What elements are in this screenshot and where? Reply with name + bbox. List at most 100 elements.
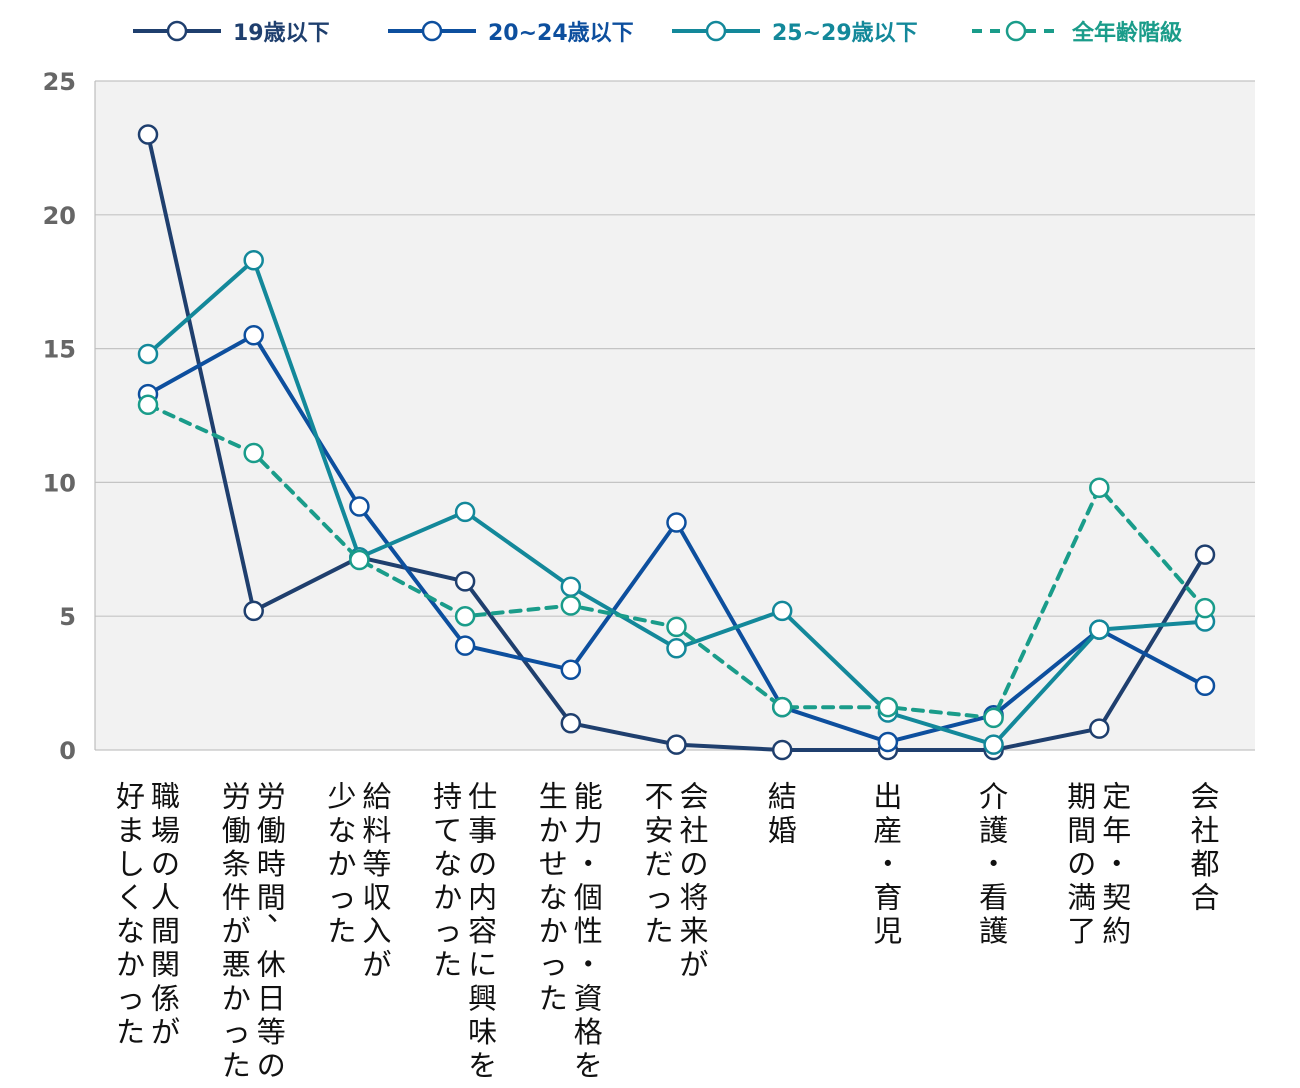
x-tick-char: の [151, 847, 180, 881]
x-tick-char: 休 [257, 948, 286, 982]
x-tick-char: 事 [468, 813, 497, 847]
y-axis: 0 5 10 15 20 25 [43, 68, 96, 765]
legend-marker [705, 20, 727, 42]
x-tick-char: 会 [679, 780, 708, 814]
x-tick-char: 社 [1190, 813, 1219, 847]
data-point [666, 616, 687, 638]
x-tick-char: 個 [574, 880, 603, 914]
x-tick-char: 間 [257, 880, 286, 914]
x-tick-char: っ [539, 948, 568, 982]
data-point [877, 696, 899, 718]
series-3 [137, 394, 1216, 729]
x-tick-char: 満 [1067, 880, 1096, 914]
x-tick-char: か [116, 948, 145, 982]
x-tick-char: 不 [644, 780, 673, 814]
data-point [666, 734, 687, 755]
data-point [666, 638, 687, 659]
data-point [560, 595, 582, 616]
x-tick-char: 資 [574, 981, 603, 1015]
legend-label: 25~29歳以下 [772, 21, 918, 46]
data-point [454, 571, 476, 592]
x-tick-char: ・ [574, 948, 603, 982]
x-tick-char: が [679, 948, 708, 982]
x-tick-char: 力 [574, 813, 603, 847]
x-tick-char: 労 [222, 780, 251, 814]
x-tick-char: く [116, 880, 145, 914]
x-tick-char: 安 [644, 813, 673, 847]
x-tick-char: 年 [1102, 813, 1131, 847]
data-point [771, 696, 793, 718]
data-point [1089, 718, 1110, 739]
x-tick-char: 料 [362, 813, 391, 847]
x-tick-char: 収 [362, 880, 391, 914]
x-tick-char: 味 [468, 1015, 497, 1049]
data-point [137, 124, 159, 145]
x-tick-char: か [539, 914, 568, 948]
data-point [243, 324, 264, 346]
data-point [137, 343, 159, 365]
x-tick-char: を [468, 1048, 497, 1082]
x-tick-char: っ [116, 981, 145, 1015]
legend-item: 全年齢階級 [972, 20, 1182, 46]
x-tick-char: 育 [873, 880, 902, 914]
x-tick-char: ま [116, 813, 145, 847]
x-tick-char: な [116, 914, 145, 948]
legend-item: 20~24歳以下 [388, 20, 634, 46]
x-tick-char: 入 [362, 914, 391, 948]
legend-item: 25~29歳以下 [672, 20, 918, 46]
x-tick-char: 性 [574, 914, 603, 948]
x-tick-char: 職 [151, 780, 180, 814]
data-point [1089, 477, 1110, 499]
x-tick-char: て [433, 813, 462, 847]
x-tick-char: 児 [873, 914, 902, 948]
x-tick-char: 将 [679, 880, 708, 914]
x-tick-char: 産 [873, 813, 902, 847]
x-tick-char: 出 [873, 780, 902, 814]
y-tick-label: 10 [43, 469, 76, 497]
y-tick-label: 15 [43, 336, 76, 364]
x-tick-char: 定 [1102, 780, 1131, 814]
x-tick-char: の [468, 847, 497, 881]
y-tick-label: 25 [43, 68, 76, 96]
x-tick-char: 、 [267, 893, 296, 927]
x-tick-char: 日 [257, 981, 286, 1015]
x-tick-char: 介 [979, 780, 1008, 814]
x-tick-char: が [151, 1015, 180, 1049]
x-tick-char: た [222, 1048, 251, 1082]
x-category-label: 結婚 [768, 780, 797, 848]
data-point [137, 394, 159, 416]
x-tick-char: 生 [539, 780, 568, 814]
x-tick-char: た [539, 981, 568, 1015]
x-tick-char: ・ [979, 847, 1008, 881]
x-tick-char: せ [539, 847, 568, 881]
x-tick-char: な [327, 813, 356, 847]
x-tick-char: 約 [1102, 914, 1131, 948]
x-tick-char: な [539, 880, 568, 914]
x-tick-char: 間 [1067, 813, 1096, 847]
x-axis: 職場の人間関係が好ましくなかった労働時間、休日等の労働条件が悪かった給料等収入が… [116, 780, 1220, 1083]
x-category-label: 出産・育児 [873, 780, 902, 948]
data-point [1194, 597, 1216, 619]
x-tick-char: 人 [151, 880, 180, 914]
x-tick-char: を [574, 1048, 603, 1082]
x-tick-char: か [539, 813, 568, 847]
x-tick-char: 持 [433, 780, 462, 814]
x-tick-char: っ [644, 880, 673, 914]
x-tick-char: 間 [151, 914, 180, 948]
x-tick-char: し [116, 847, 145, 881]
data-point [349, 496, 370, 517]
data-point [1194, 675, 1216, 697]
x-tick-char: の [679, 847, 708, 881]
y-tick-label: 20 [43, 202, 76, 230]
y-tick-label: 5 [59, 603, 76, 631]
data-point [666, 512, 687, 533]
legend-marker [1005, 20, 1027, 42]
x-tick-char: 格 [574, 1015, 603, 1049]
x-tick-char: た [116, 1015, 145, 1049]
x-tick-char: 護 [979, 914, 1008, 948]
legend-marker [421, 20, 443, 42]
y-tick-label: 0 [59, 737, 76, 765]
